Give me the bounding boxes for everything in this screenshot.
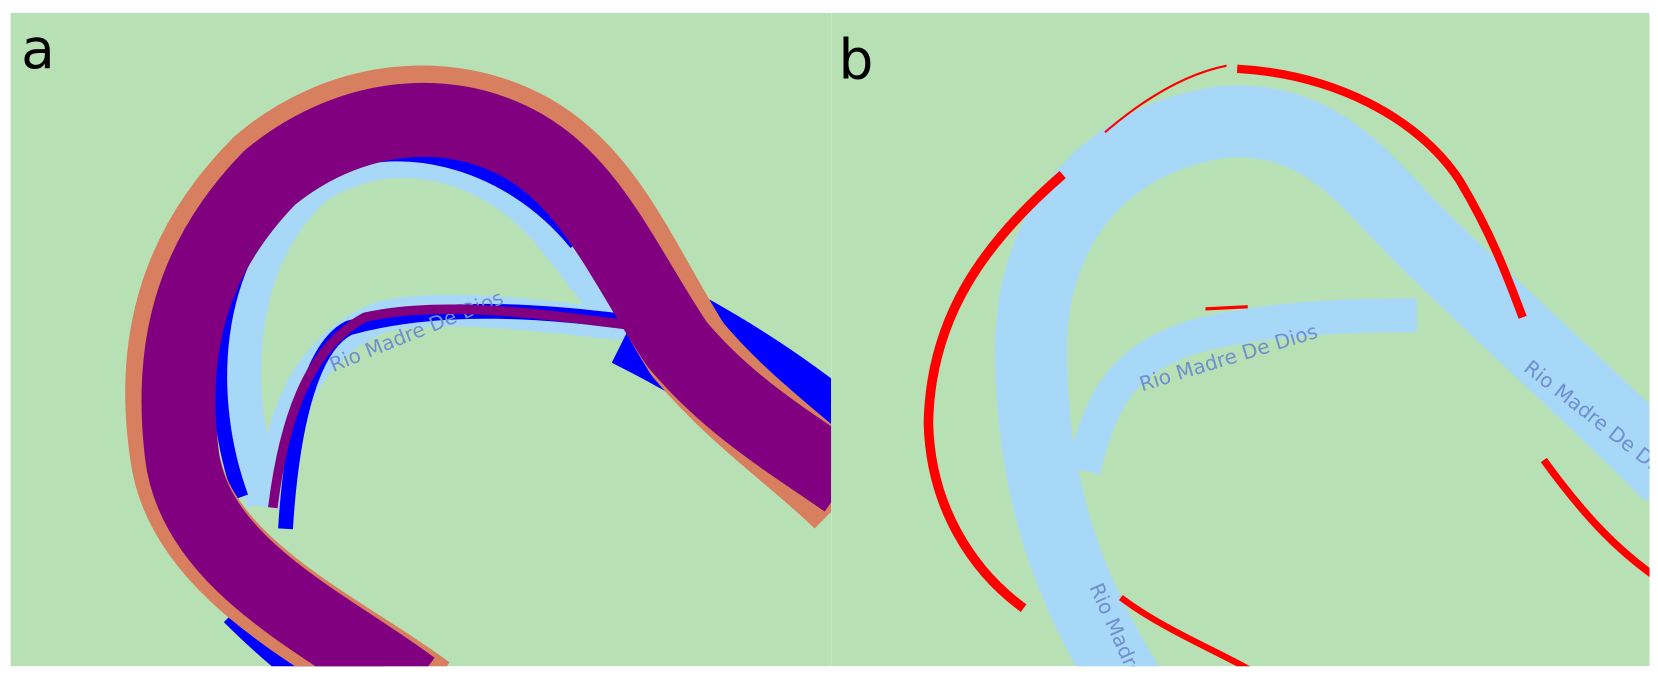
bank-erosion	[923, 170, 1066, 612]
panel-b: Rio Madre De Dios Rio Madre De Dios Rio …	[831, 12, 1650, 667]
river-channel	[141, 82, 832, 667]
panel-label: a	[21, 17, 55, 81]
bank-erosion	[1104, 64, 1227, 134]
river-water	[1067, 298, 1417, 475]
panel-a: Rio Madre De Dios a	[10, 12, 832, 667]
river-water	[995, 85, 1650, 667]
bank-erosion	[1236, 64, 1527, 319]
bank-erosion	[1205, 305, 1248, 311]
bank-erosion	[1118, 594, 1251, 667]
river-channel	[268, 304, 636, 509]
bank-erosion	[1540, 457, 1650, 578]
panel-label: b	[839, 27, 874, 91]
